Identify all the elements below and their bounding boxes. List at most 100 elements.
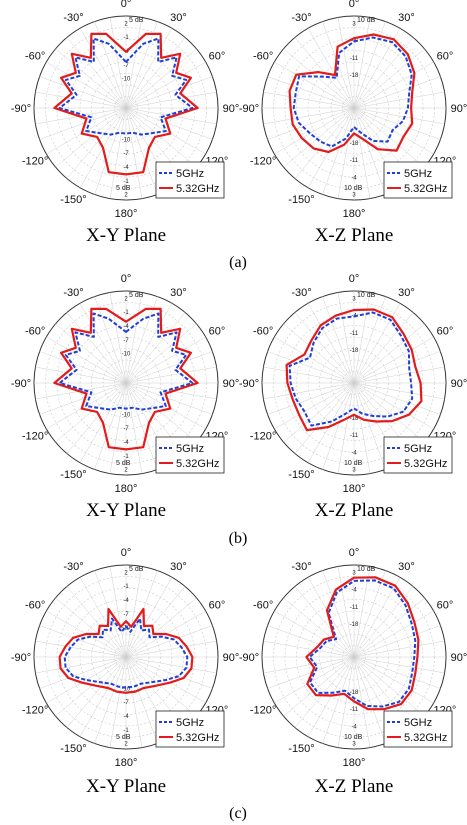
legend-box — [383, 161, 453, 199]
grid-spoke — [109, 107, 127, 199]
grid-spoke — [267, 382, 355, 415]
grid-spoke — [46, 656, 127, 704]
grid-spoke — [39, 107, 127, 140]
r-tick-label: 3 — [352, 296, 356, 302]
grid-spoke — [267, 625, 355, 658]
angle-label: 60° — [209, 326, 226, 338]
r-tick-label: -11 — [350, 707, 359, 713]
grid-spoke — [55, 597, 127, 658]
r-tick-label: -1 — [123, 728, 129, 734]
series-line-5-32ghz — [58, 607, 194, 694]
grid-spoke — [79, 28, 127, 109]
r-tick-label: 2 — [124, 193, 128, 199]
angle-label: -150° — [60, 743, 86, 755]
r-tick-label: -18 — [350, 416, 359, 422]
grid-spoke — [353, 296, 386, 384]
r-tick-label: -11 — [350, 433, 359, 439]
grid-spoke — [94, 570, 127, 658]
grid-spoke — [35, 366, 127, 384]
grid-spoke — [353, 625, 441, 658]
grid-spoke — [125, 107, 158, 195]
grid-spoke — [125, 17, 143, 109]
r-tick-label: 3 — [352, 193, 356, 199]
grid-spoke — [109, 566, 127, 658]
r-tick-label: -7 — [123, 63, 129, 69]
grid-spoke — [353, 382, 425, 443]
series-line-5ghz — [58, 312, 194, 411]
r-tick-label: -4 — [351, 450, 357, 456]
grid-spoke — [353, 366, 445, 384]
grid-spoke — [79, 303, 127, 384]
grid-spoke — [353, 351, 441, 384]
r-tick-label: -11 — [350, 331, 359, 337]
grid-spoke — [66, 586, 127, 658]
r-tick-label: -7 — [123, 338, 129, 344]
grid-spoke — [353, 382, 371, 474]
grid-spoke — [125, 640, 217, 658]
row-label: (c) — [229, 805, 247, 822]
angle-label: -30° — [291, 561, 311, 573]
grid-spoke — [125, 366, 217, 384]
r-tick-label: -11 — [350, 605, 359, 611]
grid-spoke — [353, 382, 386, 470]
r-tick-label: -7 — [123, 151, 129, 157]
angle-label: -30° — [63, 561, 83, 573]
r-tick-label: -1 — [123, 584, 129, 590]
series-line-5ghz — [292, 36, 413, 148]
grid-spoke — [353, 312, 414, 384]
grid-spoke — [55, 107, 127, 168]
r-tick-label: -4 — [123, 440, 129, 446]
r-tick-label: 3 — [352, 21, 356, 27]
grid-spoke — [125, 76, 213, 109]
legend: 5GHz 5.32GHz — [155, 710, 225, 748]
grid-spoke — [337, 17, 355, 109]
series-line-5ghz — [288, 311, 414, 427]
r-unit-label: 10 dB — [344, 734, 363, 741]
grid-spoke — [322, 296, 355, 384]
legend: 5GHz 5.32GHz — [383, 436, 453, 474]
r-unit-label: 10 dB — [344, 460, 363, 467]
grid-spoke — [307, 107, 355, 188]
grid-spoke — [79, 577, 127, 658]
r-tick-label: -18 — [350, 141, 359, 147]
grid-spoke — [125, 656, 158, 744]
angle-label: 180° — [115, 208, 138, 220]
r-unit-label: 5 dB — [116, 185, 131, 192]
r-unit-label: 10 dB — [344, 185, 363, 192]
r-tick-label: -4 — [123, 714, 129, 720]
grid-spoke — [66, 382, 127, 454]
r-tick-label: -4 — [351, 724, 357, 730]
grid-spoke — [125, 586, 186, 658]
grid-spoke — [283, 382, 355, 443]
legend-label: 5.32GHz — [176, 732, 219, 744]
grid-spoke — [353, 656, 425, 717]
grid-spoke — [353, 107, 371, 199]
angle-label: 0° — [349, 273, 360, 285]
grid-spoke — [55, 656, 127, 717]
labels: X-Y Plane X-Z Plane (a) X-Y Plane X-Z Plane (… — [86, 225, 393, 822]
grid-spoke — [79, 656, 127, 737]
legend-label: 5GHz — [404, 443, 432, 455]
grid-spoke — [337, 382, 355, 474]
angle-label: -120° — [22, 156, 48, 168]
grid-spoke — [125, 570, 158, 658]
grid-spoke — [125, 382, 143, 474]
grid-spoke — [283, 597, 355, 658]
grid-spoke — [109, 17, 127, 109]
grid-spoke — [125, 577, 173, 658]
legend-label: 5GHz — [176, 168, 204, 180]
grid-spoke — [353, 656, 371, 748]
r-tick-label: -10 — [122, 137, 131, 143]
grid-spoke — [322, 107, 355, 195]
plane-label: X-Y Plane — [86, 225, 166, 246]
r-tick-label: -18 — [350, 622, 359, 628]
grid-spoke — [353, 292, 371, 384]
grid-spoke — [125, 656, 213, 689]
angle-label: 30° — [398, 287, 415, 299]
r-tick-label: -4 — [123, 598, 129, 604]
grid-spoke — [55, 382, 127, 443]
grid-spoke — [94, 382, 127, 470]
series-line-5-32ghz — [53, 307, 199, 451]
angle-label: -30° — [63, 12, 83, 24]
